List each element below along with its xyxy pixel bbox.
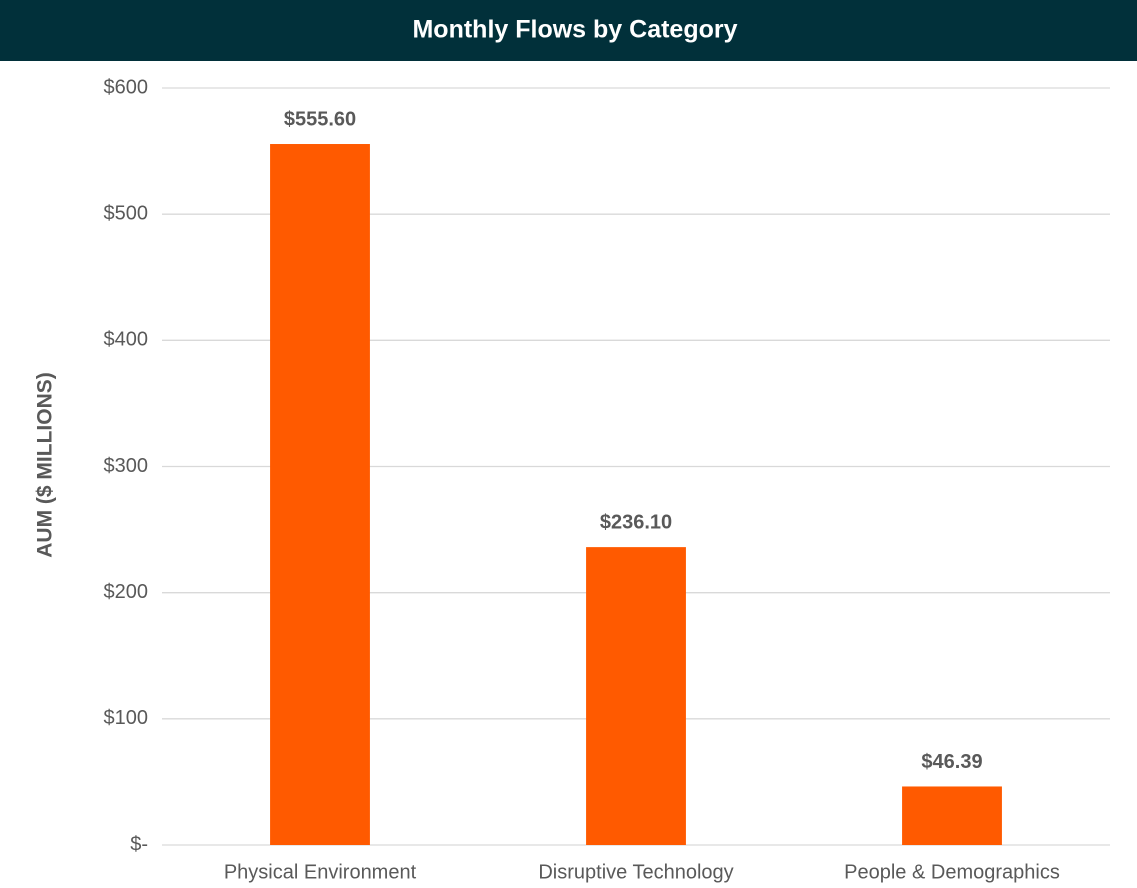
y-tick-label: $300 bbox=[104, 455, 149, 477]
chart-title: Monthly Flows by Category bbox=[412, 16, 737, 44]
title-bar bbox=[0, 0, 1137, 61]
y-axis-label: AUM ($ MILLIONS) bbox=[34, 372, 57, 557]
bar bbox=[902, 786, 1002, 845]
bar bbox=[270, 144, 370, 845]
data-label: $236.10 bbox=[600, 511, 672, 533]
y-tick-label: $600 bbox=[104, 76, 149, 98]
x-tick-label: People & Demographics bbox=[844, 861, 1060, 883]
y-tick-label: $- bbox=[130, 833, 148, 855]
x-tick-label: Disruptive Technology bbox=[538, 861, 733, 883]
x-tick-label: Physical Environment bbox=[224, 861, 417, 883]
data-label: $46.39 bbox=[921, 751, 982, 773]
y-tick-label: $200 bbox=[104, 581, 149, 603]
y-tick-label: $100 bbox=[104, 707, 149, 729]
y-tick-label: $500 bbox=[104, 202, 149, 224]
bar bbox=[586, 547, 686, 845]
data-label: $555.60 bbox=[284, 108, 356, 130]
y-tick-label: $400 bbox=[104, 329, 149, 351]
